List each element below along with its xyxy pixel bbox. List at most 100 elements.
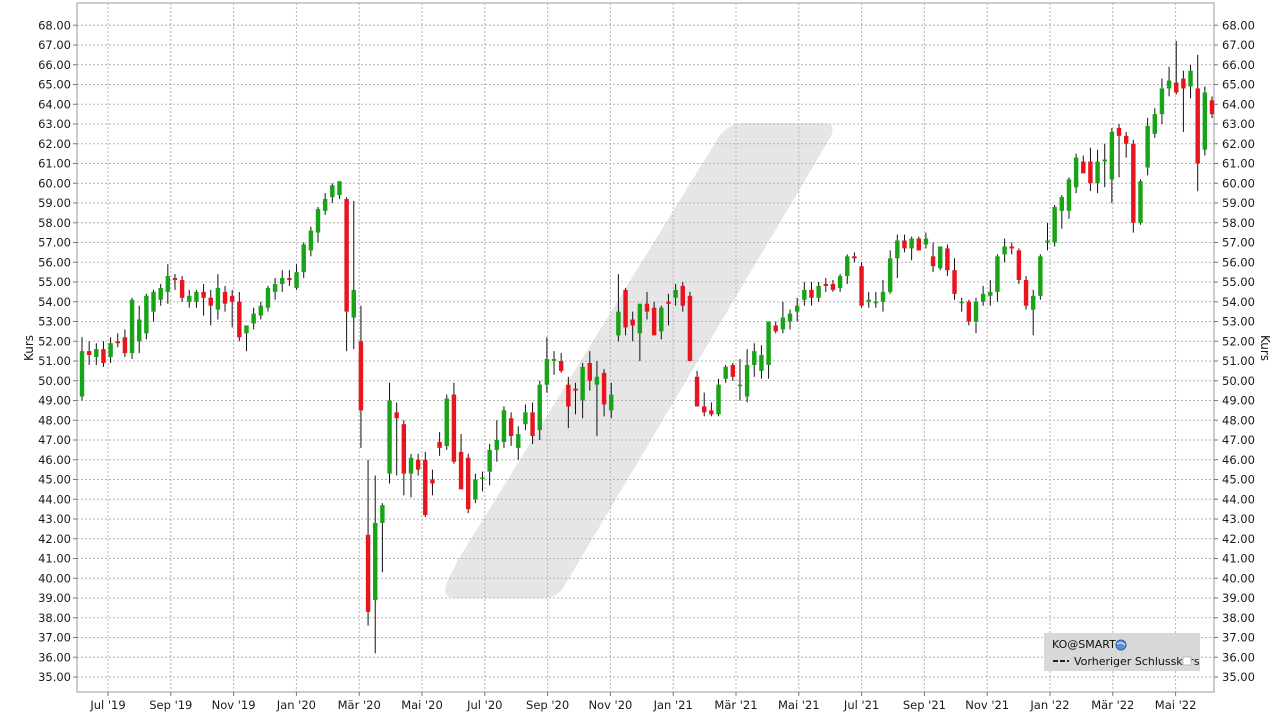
candle (1059, 195, 1065, 229)
candle (651, 301, 657, 336)
y-tick-label-right: 59.00 (1222, 196, 1255, 210)
candle (744, 349, 750, 403)
candle-body (365, 534, 371, 612)
candle-body (272, 283, 278, 292)
candle-body (501, 410, 507, 442)
candle-body (151, 291, 156, 312)
y-tick-label-left: 66.00 (38, 58, 71, 72)
candle-body (301, 244, 306, 273)
candle-body (1166, 80, 1172, 89)
candle (458, 434, 464, 490)
candle-body (1181, 78, 1186, 89)
candle-body (458, 451, 464, 490)
x-tick-label: Jul '19 (89, 698, 125, 712)
candle-body (601, 372, 607, 405)
legend[interactable]: KO@SMART Vorheriger Schlusskurs (1044, 633, 1200, 671)
candle (115, 333, 120, 348)
candle-body (101, 349, 106, 363)
y-tick-label-left: 68.00 (38, 18, 71, 32)
y-tick-label-left: 60.00 (38, 176, 71, 190)
candle (494, 420, 500, 462)
candle (816, 282, 821, 302)
candle (866, 291, 871, 308)
candle-body (229, 295, 235, 302)
y-tick-label-right: 58.00 (1222, 216, 1255, 230)
candle (1123, 131, 1129, 158)
candle-body (280, 278, 285, 284)
y-tick-label-left: 54.00 (38, 295, 71, 309)
candle-body (580, 366, 585, 401)
candle-body (616, 311, 621, 336)
candle-body (129, 299, 135, 354)
candle (287, 270, 292, 286)
candle (222, 285, 228, 312)
y-tick-label-right: 51.00 (1222, 354, 1255, 368)
candle (244, 325, 249, 352)
candle-body (1195, 88, 1200, 164)
candle-body (802, 289, 807, 300)
candle (237, 291, 242, 342)
y-tick-label-left: 45.00 (38, 473, 71, 487)
y-tick-label-right: 60.00 (1222, 176, 1255, 190)
y-tick-label-left: 63.00 (38, 117, 71, 131)
candle-body (144, 295, 149, 334)
y-tick-label-right: 45.00 (1222, 473, 1255, 487)
globe-icon[interactable] (1115, 639, 1127, 651)
candle (465, 453, 471, 514)
y-tick-label-right: 61.00 (1222, 157, 1255, 171)
candle-body (373, 522, 378, 600)
y-tick-label-right: 46.00 (1222, 453, 1255, 467)
y-tick-label-right: 67.00 (1222, 38, 1255, 52)
candle (151, 289, 156, 322)
candle-body (1002, 246, 1007, 255)
candle (916, 236, 921, 251)
y-tick-label-right: 36.00 (1222, 650, 1255, 664)
candle (701, 392, 707, 417)
y-tick-label-right: 54.00 (1222, 295, 1255, 309)
candle (1023, 276, 1029, 310)
y-tick-label-left: 38.00 (38, 611, 71, 625)
candle-body (1109, 131, 1115, 180)
candle (558, 353, 564, 373)
candle-body (830, 283, 836, 290)
legend-checkbox[interactable] (1182, 656, 1192, 666)
candle (1145, 118, 1150, 176)
candle (1038, 254, 1043, 300)
legend-title: KO@SMART (1052, 638, 1116, 651)
candle-body (401, 424, 407, 474)
candle-body (380, 505, 385, 523)
x-tick-label: Jan '22 (1029, 698, 1069, 712)
candle-body (716, 384, 721, 415)
candle-body (337, 181, 342, 196)
candle (544, 337, 550, 393)
candle-body (487, 449, 492, 472)
candle-body (237, 301, 242, 338)
candle (401, 420, 407, 496)
candle (108, 337, 113, 363)
candle-body (630, 319, 635, 326)
candle-body (1095, 161, 1100, 184)
candle (909, 236, 914, 261)
candle-body (258, 305, 264, 316)
candle (873, 291, 879, 308)
candle (973, 297, 979, 334)
y-axis-title-left: Kurs (22, 335, 36, 361)
candle (444, 394, 449, 450)
candle-body (451, 394, 457, 462)
y-tick-label-left: 44.00 (38, 492, 71, 506)
candle (830, 280, 836, 292)
candle (129, 297, 135, 360)
y-tick-label-left: 57.00 (38, 236, 71, 250)
y-tick-label-right: 47.00 (1222, 433, 1255, 447)
candle (315, 206, 321, 243)
candle (487, 443, 492, 486)
candle-body (651, 307, 657, 336)
candle (766, 321, 771, 379)
candle-body (415, 459, 421, 470)
y-tick-label-right: 56.00 (1222, 255, 1255, 269)
candle (1045, 222, 1050, 251)
candle-body (723, 366, 728, 379)
candle-body (980, 293, 986, 302)
candle (794, 297, 800, 322)
candle-body (544, 359, 550, 385)
